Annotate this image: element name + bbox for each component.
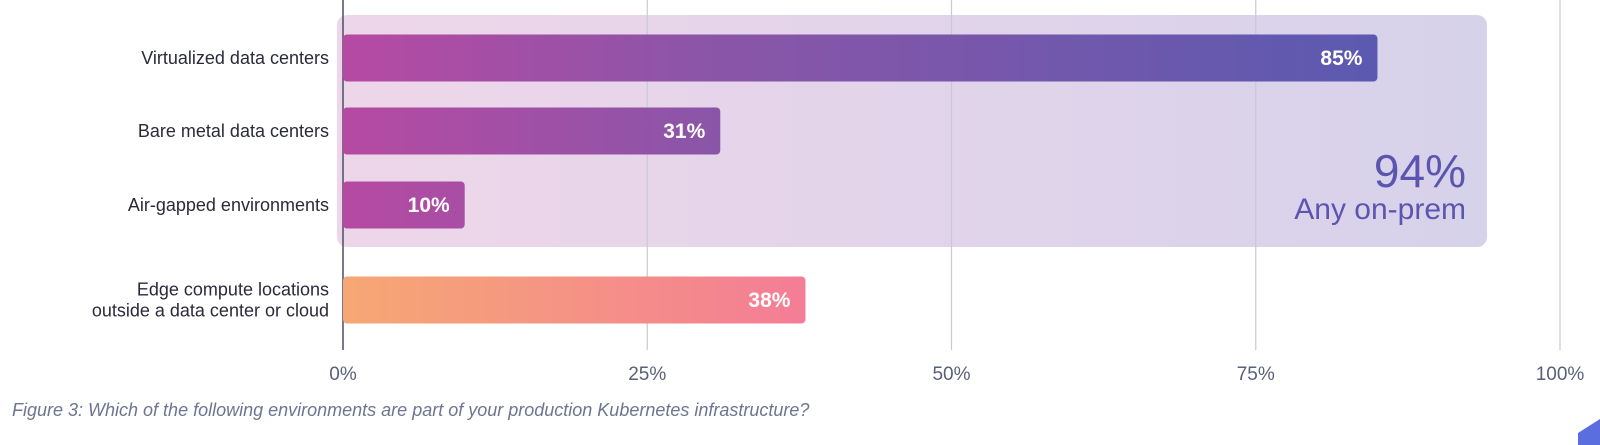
x-tick-label: 75%: [1237, 364, 1275, 385]
category-label: outside a data center or cloud: [92, 301, 329, 321]
corner-decoration: [1578, 419, 1600, 445]
figure-caption: Figure 3: Which of the following environ…: [12, 400, 810, 420]
callout-value: 94%: [1374, 145, 1466, 197]
x-tick-label: 0%: [329, 364, 357, 385]
bar: [343, 107, 721, 155]
category-label: Edge compute locations: [137, 280, 329, 300]
bar-value-label: 85%: [1320, 47, 1362, 70]
bar: [343, 34, 1378, 82]
category-label: Air-gapped environments: [128, 195, 329, 215]
bar-value-label: 10%: [408, 194, 450, 217]
x-tick-label: 25%: [628, 364, 666, 385]
x-tick-label: 50%: [932, 364, 970, 385]
bar-chart: 85% Virtualized data centers 31% Bare metal…: [92, 0, 1585, 385]
bar: [343, 276, 806, 324]
callout-label: Any on-prem: [1294, 193, 1466, 226]
bar: [343, 181, 465, 229]
x-tick-label: 100%: [1536, 364, 1585, 385]
category-label: Virtualized data centers: [141, 48, 329, 68]
bar-value-label: 31%: [663, 120, 705, 143]
category-label: Bare metal data centers: [138, 121, 329, 141]
bar-value-label: 38%: [748, 289, 790, 312]
